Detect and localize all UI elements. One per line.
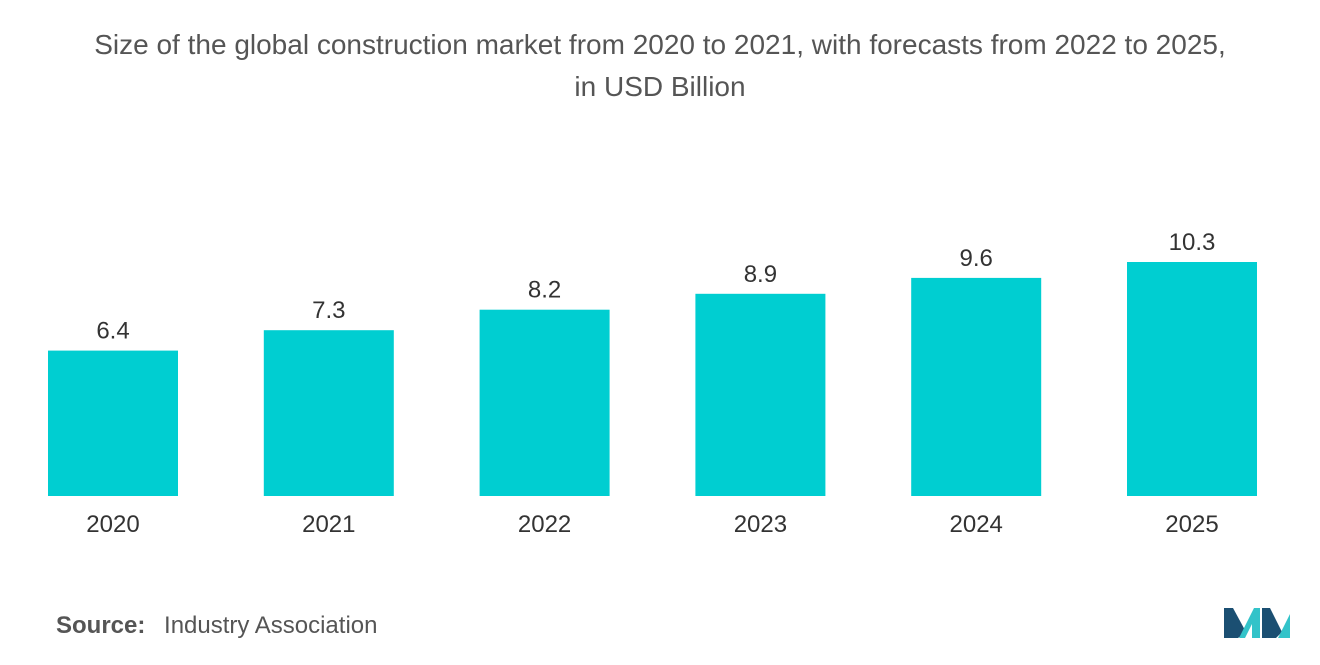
- logo-shape-2: [1239, 608, 1260, 638]
- chart-title: Size of the global construction market f…: [0, 24, 1320, 108]
- source-note: Source: Industry Association: [56, 612, 377, 640]
- bar-2023: [695, 293, 826, 496]
- bar-chart: 6.4 2020 7.3 2021 8.2 2022 8.9 2023 9.6 2024 10.3 2…: [48, 229, 1257, 538]
- category-label-2025: 2025: [1165, 511, 1218, 538]
- value-label-2024: 9.6: [960, 245, 993, 272]
- source-label: Source:: [56, 612, 146, 639]
- bar-2025: [1127, 262, 1257, 496]
- value-label-2022: 8.2: [528, 277, 561, 304]
- bar-2020: [48, 350, 178, 496]
- value-label-2021: 7.3: [312, 297, 345, 324]
- value-label-2023: 8.9: [744, 261, 777, 288]
- category-label-2024: 2024: [950, 511, 1003, 538]
- source-text: Industry Association: [164, 612, 378, 639]
- logo-shape-3: [1262, 608, 1282, 638]
- value-label-2020: 6.4: [96, 318, 129, 345]
- category-label-2020: 2020: [86, 511, 139, 538]
- logo-shape-1: [1224, 608, 1246, 638]
- category-label-2023: 2023: [734, 511, 787, 538]
- bar-2024: [911, 277, 1042, 496]
- chart-title-line-1: Size of the global construction market f…: [94, 29, 1226, 60]
- mordor-logo-icon: [1224, 608, 1290, 638]
- category-label-2022: 2022: [518, 511, 571, 538]
- value-label-2025: 10.3: [1169, 229, 1216, 256]
- bar-2022: [479, 309, 610, 496]
- chart-title-line-2: in USD Billion: [574, 71, 746, 102]
- logo-shape-4: [1278, 614, 1290, 638]
- bar-2021: [263, 330, 394, 496]
- category-label-2021: 2021: [302, 511, 355, 538]
